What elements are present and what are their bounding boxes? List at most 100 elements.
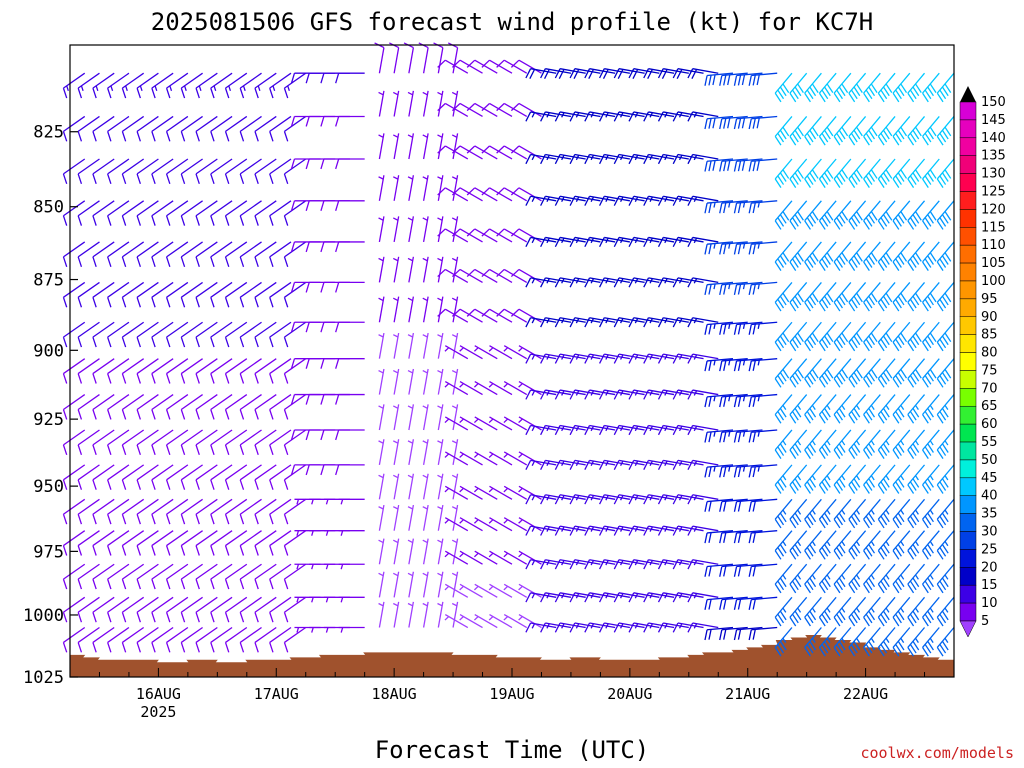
wind-barb	[657, 622, 689, 633]
wind-barb	[892, 530, 911, 560]
wind-barb	[224, 281, 248, 308]
colorbar-segment	[959, 388, 977, 407]
wind-barb	[719, 530, 748, 544]
wind-barb	[525, 153, 557, 165]
wind-barb	[210, 530, 233, 556]
wind-barb	[444, 613, 469, 629]
colorbar-segment	[959, 209, 977, 228]
wind-barb	[643, 68, 675, 80]
wind-barb	[195, 394, 218, 420]
wind-barb	[892, 464, 911, 494]
wind-barb	[107, 626, 130, 653]
wind-barb	[180, 115, 203, 142]
y-axis: 825 850 875 900 925 950 975 1000 1025	[23, 123, 78, 688]
wind-barb	[444, 381, 469, 396]
wind-barb	[62, 321, 86, 348]
colorbar-segment	[959, 602, 977, 622]
wind-barb	[437, 175, 444, 201]
wind-barb	[481, 228, 513, 243]
wind-barb	[525, 236, 557, 248]
wind-barb	[748, 563, 778, 577]
wind-barb	[239, 530, 262, 556]
wind-barb	[121, 626, 145, 653]
wind-barb	[422, 90, 429, 117]
wind-barb	[613, 559, 645, 570]
wind-barb	[922, 158, 940, 188]
y-tick-label: 825	[33, 123, 64, 143]
wind-barb	[789, 563, 808, 594]
wind-barb	[210, 394, 233, 420]
wind-barb	[335, 464, 365, 476]
wind-barb	[789, 200, 808, 230]
wind-barb	[613, 236, 645, 248]
wind-barb	[107, 358, 130, 384]
wind-barb	[804, 627, 822, 657]
wind-barb	[518, 613, 542, 629]
wind-barb	[525, 111, 557, 122]
wind-barb	[451, 175, 459, 201]
wind-barb	[672, 353, 704, 364]
wind-barb	[378, 256, 385, 283]
wind-barb	[613, 111, 645, 122]
wind-barb	[657, 277, 689, 288]
wind-barb	[165, 321, 189, 348]
wind-barb	[107, 596, 130, 623]
wind-barb	[748, 200, 778, 214]
colorbar-label: 15	[981, 578, 998, 593]
wind-barb	[180, 464, 203, 490]
x-tick-label: 18AUG	[372, 685, 417, 703]
wind-barb	[77, 626, 100, 653]
wind-barb	[496, 59, 528, 74]
wind-barb	[748, 72, 778, 86]
wind-barb	[254, 464, 277, 490]
wind-barb	[704, 72, 734, 86]
wind-barb	[833, 200, 852, 230]
wind-barb	[922, 281, 940, 312]
wind-barb	[584, 459, 616, 470]
wind-barb	[239, 200, 262, 226]
colorbar-segment	[959, 370, 977, 389]
wind-barb	[451, 296, 459, 323]
y-tick-label: 1000	[23, 606, 64, 626]
wind-barb	[569, 459, 601, 470]
wind-barb	[687, 389, 719, 400]
wind-barb	[451, 308, 483, 323]
wind-barb	[818, 498, 837, 529]
wind-barb	[936, 116, 955, 146]
wind-barb	[151, 72, 174, 99]
wind-barb	[804, 116, 822, 146]
wind-barb	[151, 464, 174, 490]
wind-barb	[569, 68, 601, 80]
wind-barb	[774, 281, 793, 312]
wind-barb	[239, 241, 262, 267]
wind-barb	[643, 236, 675, 248]
wind-barb	[165, 530, 189, 556]
wind-barb	[598, 389, 630, 400]
wind-barb	[407, 90, 415, 117]
wind-barb	[733, 321, 763, 335]
wind-barb	[540, 68, 572, 80]
wind-barb	[525, 353, 557, 364]
wind-barb	[569, 494, 601, 505]
wind-barb	[407, 175, 415, 201]
wind-barb	[107, 530, 130, 556]
wind-barb	[437, 404, 444, 431]
wind-barb	[804, 241, 822, 271]
credit-text: coolwx.com/models	[860, 744, 1014, 762]
colorbar-segment	[959, 549, 977, 568]
wind-barb	[892, 281, 911, 312]
wind-barb	[239, 464, 262, 490]
wind-barb	[210, 281, 233, 308]
colorbar-label: 140	[981, 131, 1006, 146]
wind-barb	[525, 592, 557, 603]
wind-barb	[936, 158, 955, 188]
wind-barb	[510, 268, 542, 283]
wind-barb	[136, 498, 159, 525]
wind-barb	[848, 530, 867, 560]
wind-barb	[518, 451, 542, 466]
wind-barb	[628, 494, 660, 505]
wind-barb	[107, 464, 130, 490]
wind-barb	[77, 464, 100, 490]
wind-barb	[510, 102, 542, 118]
wind-barb	[283, 530, 307, 556]
